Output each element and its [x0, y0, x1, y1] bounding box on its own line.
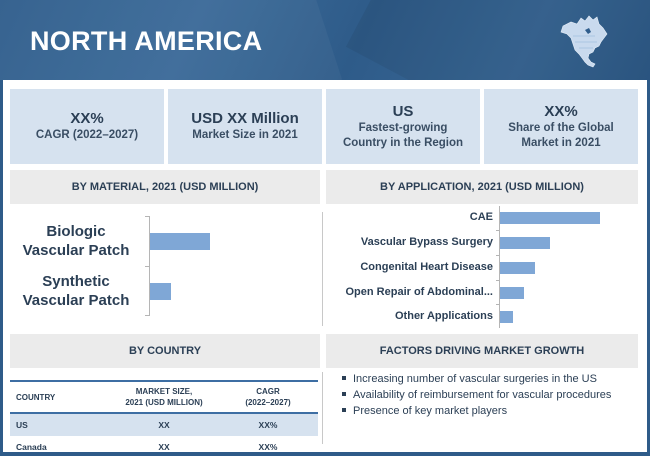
axis-tick	[145, 266, 149, 267]
header-country: COUNTRY	[16, 392, 56, 402]
axis-tick	[496, 255, 500, 256]
material-label-line2: Vascular Patch	[22, 242, 130, 259]
table-row: US XX XX%	[10, 414, 318, 436]
table-row: Canada XX XX%	[10, 436, 318, 456]
application-label-cae: CAE	[469, 211, 493, 223]
bar-synthetic-vascular-patch	[150, 283, 171, 300]
material-label-line1: Synthetic	[42, 273, 110, 290]
bar-vascular-bypass-surgery	[500, 237, 550, 249]
factor-item: Presence of key market players	[338, 404, 638, 418]
page-title: NORTH AMERICA	[30, 26, 263, 56]
factor-item: Increasing number of vascular surgeries …	[338, 372, 638, 386]
axis-tick	[145, 216, 149, 217]
material-label-synthetic: Synthetic Vascular Patch	[14, 272, 138, 310]
header-market-size-line1: MARKET SIZE,	[135, 387, 193, 396]
axis-tick	[145, 315, 149, 316]
cell-size: XX	[158, 419, 170, 430]
bar-biologic-vascular-patch	[150, 233, 211, 250]
stat-fastest-country: US Fastest-growing Country in the Region	[326, 89, 480, 164]
header-market-size: MARKET SIZE, 2021 (USD MILLION)	[110, 386, 218, 408]
header-banner: NORTH AMERICA	[0, 0, 650, 82]
column-divider	[322, 212, 323, 326]
axis-tick	[496, 230, 500, 231]
application-label-open-repair: Open Repair of Abdominal...	[345, 286, 494, 298]
header-market-size-line2: 2021 (USD MILLION)	[125, 398, 203, 407]
header-cagr: CAGR (2022–2027)	[218, 386, 318, 408]
north-america-map-icon	[560, 15, 608, 68]
stat-label-line1: Share of the Global	[508, 121, 614, 134]
bullet-icon	[342, 376, 346, 380]
stat-value: US	[392, 102, 414, 120]
material-axis	[149, 216, 150, 316]
application-label-other: Other Applications	[395, 310, 493, 322]
cell-country: US	[16, 420, 28, 430]
stat-label-line1: Fastest-growing	[358, 121, 448, 134]
stat-market-size: USD XX Million Market Size in 2021	[168, 89, 322, 164]
stat-label: Market Size in 2021	[192, 129, 298, 141]
cell-size: XX	[158, 441, 170, 452]
bar-cae	[500, 212, 600, 224]
bullet-icon	[342, 408, 346, 412]
table-top-rule	[10, 380, 318, 382]
stat-global-share: XX% Share of the Global Market in 2021	[484, 89, 638, 164]
section-header-country: BY COUNTRY	[10, 334, 320, 368]
stat-value: USD XX Million	[191, 110, 299, 127]
application-label-vascular-bypass: Vascular Bypass Surgery	[360, 236, 493, 248]
stat-label-line2: Country in the Region	[342, 136, 464, 149]
stat-value: XX%	[544, 102, 578, 120]
axis-tick	[496, 280, 500, 281]
section-header-application: BY APPLICATION, 2021 (USD MILLION)	[326, 170, 638, 204]
bar-open-repair	[500, 287, 524, 299]
section-header-material: BY MATERIAL, 2021 (USD MILLION)	[10, 170, 320, 204]
axis-tick	[496, 304, 500, 305]
section-header-factors: FACTORS DRIVING MARKET GROWTH	[326, 334, 638, 368]
header-cagr-line1: CAGR	[256, 387, 280, 396]
country-table: COUNTRY MARKET SIZE, 2021 (USD MILLION) …	[10, 380, 318, 456]
cell-country: Canada	[16, 442, 47, 452]
stat-cagr: XX% CAGR (2022–2027)	[10, 89, 164, 164]
stat-label: CAGR (2022–2027)	[35, 129, 139, 141]
factor-text: Presence of key market players	[353, 405, 508, 417]
application-label-congenital: Congenital Heart Disease	[360, 261, 493, 273]
material-label-line1: Biologic	[46, 223, 106, 240]
material-label-line2: Vascular Patch	[22, 292, 130, 309]
bar-other-applications	[500, 311, 513, 323]
cell-cagr: XX%	[258, 441, 278, 452]
bar-congenital-heart-disease	[500, 262, 535, 274]
stat-label-line2: Market in 2021	[521, 136, 601, 149]
material-label-biologic: Biologic Vascular Patch	[14, 222, 138, 260]
header-cagr-line2: (2022–2027)	[245, 398, 291, 407]
table-header-row: COUNTRY MARKET SIZE, 2021 (USD MILLION) …	[10, 382, 318, 414]
factor-text: Availability of reimbursement for vascul…	[353, 389, 612, 401]
column-divider	[322, 372, 323, 444]
cell-cagr: XX%	[258, 419, 278, 430]
bullet-icon	[342, 392, 346, 396]
factors-list: Increasing number of vascular surgeries …	[338, 372, 638, 420]
factor-item: Availability of reimbursement for vascul…	[338, 388, 638, 402]
application-axis	[499, 206, 500, 328]
stat-value: XX%	[70, 110, 104, 127]
factor-text: Increasing number of vascular surgeries …	[353, 373, 597, 385]
